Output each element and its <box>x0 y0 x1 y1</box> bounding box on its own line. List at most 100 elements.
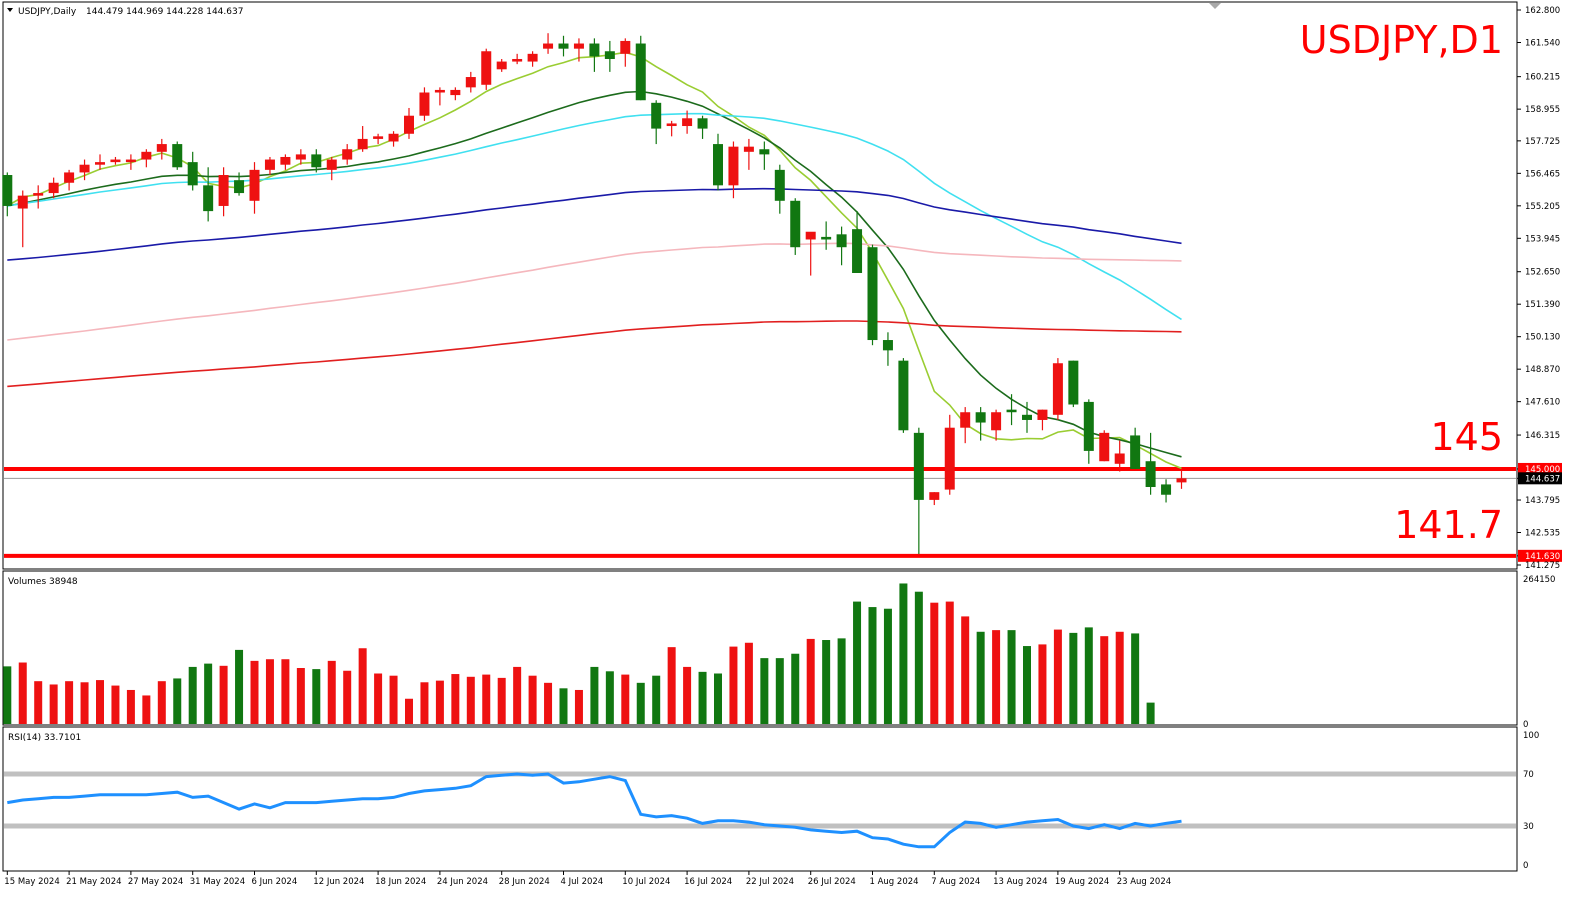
scroll-shift-marker-icon[interactable] <box>1209 3 1221 9</box>
volume-bar <box>281 659 290 724</box>
candle <box>975 407 986 441</box>
candle-body <box>975 412 986 423</box>
candle <box>1022 401 1032 433</box>
candle <box>1037 409 1048 431</box>
volume-bar <box>173 678 182 724</box>
candle <box>373 133 384 145</box>
volume-bar <box>945 601 954 724</box>
volume-bar <box>914 591 923 724</box>
candle-body <box>1114 453 1125 464</box>
candle <box>867 244 878 346</box>
candle <box>125 154 136 170</box>
volume-panel[interactable] <box>3 583 1155 724</box>
time-axis-label: 12 Jun 2024 <box>313 877 364 887</box>
price-panel[interactable] <box>2 33 1516 558</box>
candle <box>434 87 445 106</box>
volume-bar <box>1084 627 1093 724</box>
price-axis-label: 161.540 <box>1525 38 1560 48</box>
time-axis-label: 27 May 2024 <box>128 877 183 887</box>
candle-body <box>882 340 893 351</box>
volume-bar <box>482 674 491 724</box>
price-axis-label: 162.800 <box>1525 6 1560 16</box>
candle <box>95 154 105 170</box>
candle <box>1145 432 1156 495</box>
volume-bar <box>1023 646 1031 724</box>
time-axis-label: 1 Aug 2024 <box>870 877 919 887</box>
rsi-panel-frame <box>2 726 1518 872</box>
candle <box>1176 469 1187 489</box>
volume-bar <box>621 674 630 724</box>
candle <box>666 120 677 137</box>
candle-body <box>33 193 44 196</box>
candle-body <box>326 159 337 170</box>
candle-body <box>620 40 631 54</box>
symbol-info: USDJPY,Daily <box>18 7 77 17</box>
level-145-annotation: 145 <box>1430 415 1503 459</box>
candle <box>187 151 198 191</box>
volume-bar <box>250 660 259 724</box>
candle-body <box>728 146 739 186</box>
moving-average-line <box>7 90 1182 458</box>
candle <box>805 231 816 276</box>
candle-body <box>357 138 368 150</box>
level-price-label-bg <box>1518 462 1562 475</box>
candle <box>64 169 75 191</box>
chart-watermark-title: USDJPY,D1 <box>1300 18 1503 62</box>
candle <box>682 110 693 134</box>
time-axis-label: 4 Jul 2024 <box>561 877 604 887</box>
candle-body <box>17 195 28 209</box>
volume-bar <box>265 659 274 724</box>
volume-bar <box>544 682 553 724</box>
candle-body <box>450 89 461 96</box>
candle <box>1052 358 1063 420</box>
candle-body <box>1037 409 1048 420</box>
candle-body <box>1006 409 1017 413</box>
candle <box>713 133 723 191</box>
candle-body <box>697 118 708 129</box>
time-axis-label: 24 Jun 2024 <box>437 877 488 887</box>
volume-bar <box>868 607 877 724</box>
chart-dropdown-icon[interactable] <box>7 8 13 12</box>
volume-bar <box>18 662 27 724</box>
volume-bar <box>961 616 970 724</box>
rsi-panel[interactable] <box>4 771 1516 849</box>
candle-body <box>280 156 291 165</box>
volume-axis-label: 264150 <box>1523 575 1555 585</box>
candle-body <box>1052 363 1063 415</box>
candle <box>944 414 955 495</box>
candle-body <box>713 144 723 186</box>
candle <box>913 427 924 555</box>
level-price-label: 141.630 <box>1525 552 1560 562</box>
candle-body <box>48 182 59 194</box>
candle-body <box>481 51 492 85</box>
candle-body <box>2 175 13 206</box>
time-axis-label: 31 May 2024 <box>190 877 245 887</box>
candle <box>759 141 770 170</box>
candle <box>342 144 353 165</box>
candle-body <box>913 432 924 500</box>
volume-bar <box>714 673 722 724</box>
candle-body <box>543 43 554 49</box>
volume-bar <box>513 666 522 724</box>
candle-body <box>512 58 523 62</box>
volume-bar <box>744 642 753 724</box>
candle <box>234 172 245 196</box>
candle <box>110 156 121 165</box>
candle-body <box>342 149 353 160</box>
candle-body <box>218 175 229 206</box>
candle <box>573 38 584 62</box>
candle <box>1006 394 1017 426</box>
candle-body <box>187 162 198 186</box>
rsi-axis-label: 30 <box>1523 822 1534 832</box>
volume-bar <box>96 680 104 724</box>
time-axis-label: 28 Jun 2024 <box>499 877 550 887</box>
volume-bar <box>1069 632 1078 724</box>
volume-bar <box>296 668 305 724</box>
time-axis-label: 15 May 2024 <box>4 877 59 887</box>
volume-bar <box>1007 630 1016 724</box>
volume-bar <box>1131 633 1140 724</box>
time-axis-label: 7 Aug 2024 <box>931 877 980 887</box>
current-price-label: 144.637 <box>1525 474 1560 484</box>
